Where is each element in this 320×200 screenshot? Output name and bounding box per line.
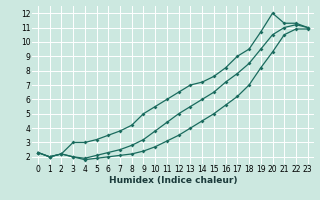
X-axis label: Humidex (Indice chaleur): Humidex (Indice chaleur) (108, 176, 237, 185)
